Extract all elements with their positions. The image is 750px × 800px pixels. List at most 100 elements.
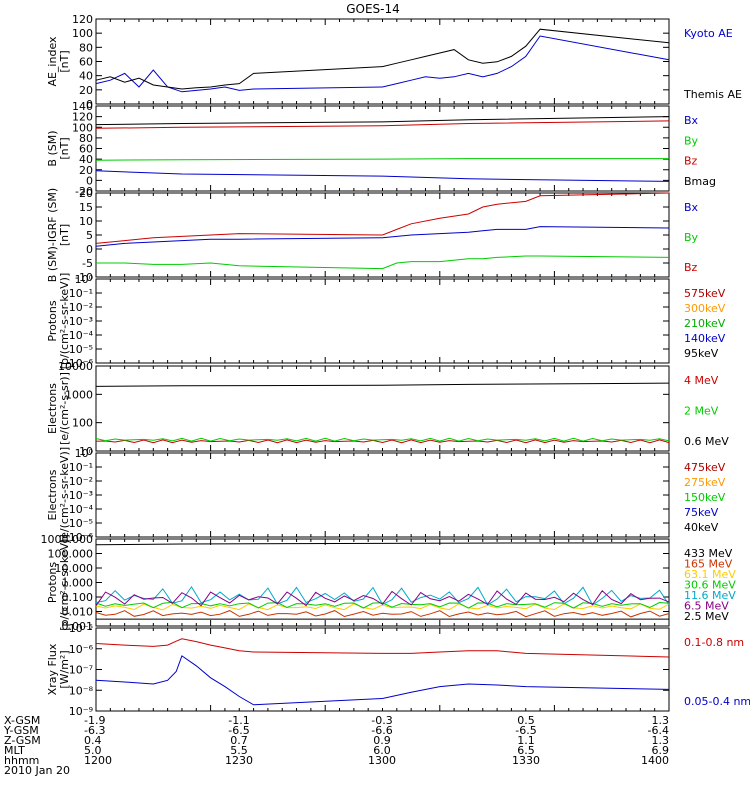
- footer-value: 1.3: [652, 714, 670, 727]
- y-tick-label: 20: [79, 187, 93, 200]
- plot-frame: [95, 18, 670, 105]
- legend-entry: 63.1 MeV: [684, 568, 736, 581]
- y-tick-label: 120: [72, 111, 93, 124]
- legend-entry: 6.5 MeV: [684, 600, 729, 613]
- legend-entry: 4 MeV: [684, 374, 719, 387]
- y-tick-label: 10⁻¹: [69, 461, 93, 474]
- y-tick-label: 10⁻⁶: [69, 643, 94, 656]
- y-tick-label: 80: [79, 132, 93, 145]
- series-line: [95, 158, 669, 161]
- footer-value: 6.9: [652, 744, 670, 757]
- footer-value: 0.7: [230, 734, 248, 747]
- y-tick-label: 1000.000: [41, 533, 94, 546]
- series-line: [95, 120, 670, 129]
- legend-entry: Bx: [684, 201, 699, 214]
- footer-value: -6.3: [84, 724, 105, 737]
- series-line: [95, 28, 670, 90]
- legend-entry: 300keV: [684, 302, 726, 315]
- series-line: [95, 226, 670, 247]
- y-axis-label: Electrons: [46, 469, 59, 520]
- footer-value: -6.5: [228, 724, 249, 737]
- y-tick-label: 40: [79, 153, 93, 166]
- y-axis-label: AE_index: [46, 36, 59, 87]
- footer-value: -6.6: [371, 724, 392, 737]
- footer-value: 1.3: [652, 734, 670, 747]
- y-tick-label: 0: [86, 243, 93, 256]
- legend-entry: 2.5 MeV: [684, 610, 729, 623]
- y-axis-label: [nT]: [58, 50, 71, 72]
- y-tick-label: 100: [72, 417, 93, 430]
- y-tick-label: 10: [79, 445, 93, 458]
- y-tick-label: -10: [75, 271, 93, 284]
- y-tick-label: 0: [86, 174, 93, 187]
- figure-title: GOES-14: [346, 2, 400, 16]
- legend-entry: 30.6 MeV: [684, 579, 736, 592]
- footer-value: 0.4: [84, 734, 102, 747]
- footer-row-label: MLT: [4, 744, 25, 757]
- y-axis-label: B (SM)-IGRF (SM): [46, 188, 59, 282]
- y-tick-label: 15: [79, 201, 93, 214]
- y-tick-label: 100.000: [48, 548, 94, 561]
- footer-row-label: Y-GSM: [3, 724, 39, 737]
- y-axis-label: [e/(cm²-s-sr)]: [58, 372, 71, 445]
- series-group: [95, 542, 670, 620]
- y-tick-label: 10⁻⁷: [69, 664, 93, 677]
- plot-frame: [95, 278, 670, 364]
- y-tick-label: 10⁻⁵: [69, 622, 93, 635]
- footer-value: 5.0: [84, 744, 102, 757]
- y-tick-label: 10000: [58, 360, 93, 373]
- y-axis-label: [p/(cm²-s-sr-keV)]: [58, 273, 71, 370]
- y-tick-label: 80: [79, 41, 93, 54]
- footer-value: 1400: [641, 754, 669, 767]
- legend-entry: 165 MeV: [684, 558, 733, 571]
- y-tick-label: 0.100: [62, 591, 94, 604]
- series-group: [95, 382, 670, 444]
- y-axis-label: Xray Flux: [46, 643, 59, 695]
- series-line: [95, 638, 670, 658]
- y-tick-label: 40: [79, 70, 93, 83]
- series-group: [95, 192, 670, 270]
- legend-entry: 475keV: [684, 461, 726, 474]
- y-tick-label: 10⁻³: [69, 489, 93, 502]
- y-axis-label: Electrons: [46, 383, 59, 434]
- panel-5: 10000 1000 100 10 Electrons [e/(cm²-s-sr)] 4 M…: [46, 360, 729, 458]
- footer-value: -6.5: [515, 724, 536, 737]
- y-axis-label: [nT]: [58, 224, 71, 246]
- legend-entry: 150keV: [684, 491, 726, 504]
- footer-value: -0.3: [371, 714, 392, 727]
- series-line: [95, 192, 670, 244]
- y-tick-label: 10⁰: [75, 447, 94, 460]
- legend-entry: By: [684, 231, 699, 244]
- footer-date: 2010 Jan 20: [4, 764, 70, 777]
- series-line: [95, 542, 670, 546]
- legend-entry: 433 MeV: [684, 547, 733, 560]
- y-tick-label: 10⁰: [75, 273, 94, 286]
- y-tick-label: 10⁻⁵: [69, 343, 93, 356]
- y-tick-label: 0.001: [62, 620, 94, 633]
- series-line: [95, 439, 670, 444]
- footer-value: -1.1: [228, 714, 249, 727]
- y-tick-label: 10⁻¹: [69, 287, 93, 300]
- y-tick-label: 10⁻⁸: [69, 684, 94, 697]
- y-tick-label: 10⁻⁶: [69, 357, 94, 370]
- panel-8: 10⁻⁵ 10⁻⁶ 10⁻⁷ 10⁻⁸ 10⁻⁹ Xray Flux [W/m²] 0.1-0…: [46, 622, 750, 718]
- y-axis-label: [nT]: [58, 137, 71, 159]
- y-tick-label: 0: [86, 98, 93, 111]
- legend-entry: 0.6 MeV: [684, 435, 729, 448]
- legend-entry: 0.1-0.8 nm: [684, 636, 744, 649]
- plot-frame: [95, 452, 670, 538]
- y-tick-label: 60: [79, 143, 93, 156]
- footer-value: -1.9: [84, 714, 105, 727]
- y-tick-label: 120: [72, 13, 93, 26]
- y-axis-label: Protons: [46, 562, 59, 603]
- y-tick-label: 140: [72, 100, 93, 113]
- y-tick-label: 5: [86, 229, 93, 242]
- legend-entry: Kyoto AE: [684, 27, 733, 40]
- footer-value: 1.1: [517, 734, 535, 747]
- series-line: [95, 585, 670, 606]
